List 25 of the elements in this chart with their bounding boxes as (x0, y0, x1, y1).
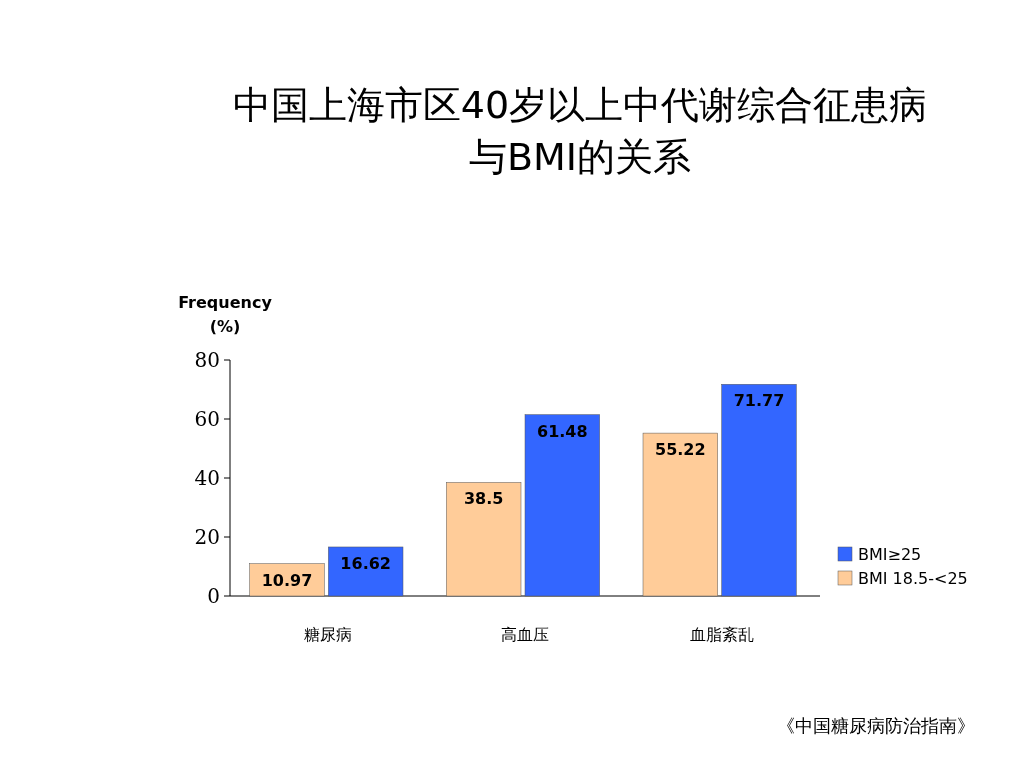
y-axis-title: Frequency (%) (178, 293, 273, 336)
data-label: 10.97 (261, 570, 313, 590)
data-label: 55.22 (655, 440, 706, 460)
legend-label: BMI≥25 (858, 545, 922, 564)
text: 《中国糖尿病防治指南》 (777, 715, 975, 736)
y-tick-label: 20 (194, 525, 220, 549)
data-label: 61.48 (537, 421, 588, 441)
data-label: 16.62 (340, 553, 391, 573)
bar (249, 563, 325, 597)
bar (642, 432, 718, 597)
bar (446, 482, 522, 597)
y-tick-label: 40 (194, 466, 220, 490)
y-tick-label: 80 (194, 348, 220, 372)
data-label: 38.5 (463, 489, 504, 509)
y-tick-label: 0 (207, 584, 220, 608)
data-label: 71.77 (733, 391, 785, 411)
chart-title: 中国上海市区40岁以上中代谢综合征患病与BMI的关系 (232, 83, 928, 179)
bar (524, 414, 600, 597)
x-tick-label: 高血压 (501, 625, 549, 644)
x-tick-label: 糖尿病 (304, 625, 353, 644)
legend-label: BMI 18.5-<25 (858, 569, 968, 588)
x-tick-label: 血脂紊乱 (689, 625, 754, 644)
y-tick-label: 60 (194, 407, 220, 431)
bar (328, 546, 404, 597)
bar (721, 384, 797, 597)
